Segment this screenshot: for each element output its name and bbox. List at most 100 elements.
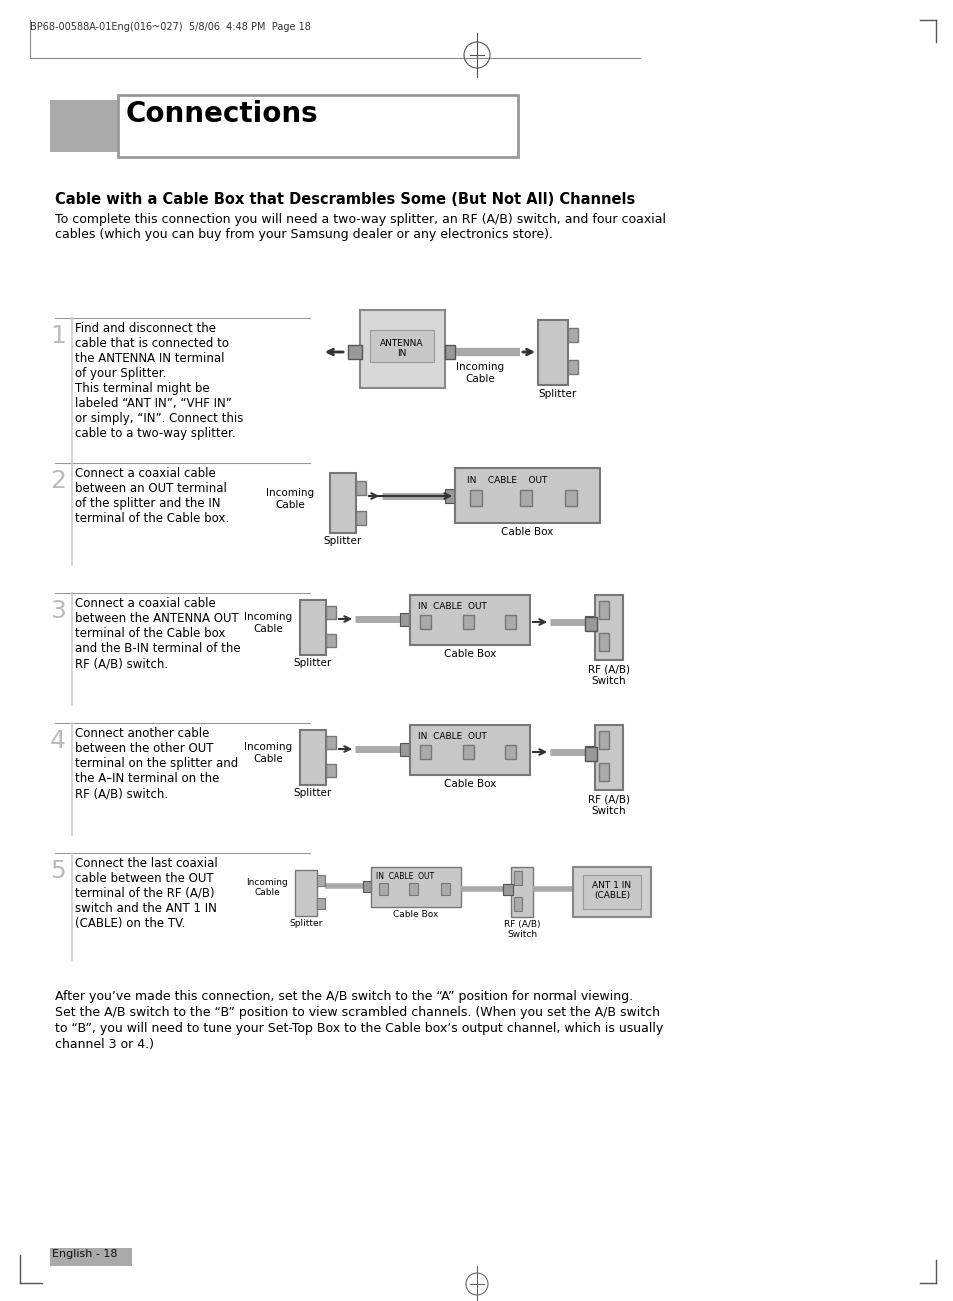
Text: Cable with a Cable Box that Descrambles Some (But Not All) Channels: Cable with a Cable Box that Descrambles …	[55, 193, 635, 207]
Bar	[595, 725, 622, 790]
Text: Find and disconnect the
cable that is connected to
the ANTENNA IN terminal
of yo: Find and disconnect the cable that is co…	[75, 323, 243, 440]
Bar	[573, 866, 650, 917]
Text: Set the A/B switch to the “B” position to view scrambled channels. (When you set: Set the A/B switch to the “B” position t…	[55, 1006, 659, 1019]
Bar	[537, 320, 567, 385]
Text: cables (which you can buy from your Samsung dealer or any electronics store).: cables (which you can buy from your Sams…	[55, 228, 553, 241]
Text: To complete this connection you will need a two-way splitter, an RF (A/B) switch: To complete this connection you will nee…	[55, 213, 665, 226]
Bar	[409, 883, 417, 895]
Bar	[419, 615, 431, 628]
Bar	[410, 725, 530, 775]
Bar	[444, 489, 455, 503]
Text: Connect a coaxial cable
between the ANTENNA OUT
terminal of the Cable box
and th: Connect a coaxial cable between the ANTE…	[75, 597, 240, 670]
Bar	[514, 896, 521, 911]
Bar	[326, 764, 335, 777]
Bar	[598, 634, 608, 650]
Text: 4: 4	[50, 729, 66, 753]
Bar	[567, 360, 578, 373]
Text: ANTENNA
IN: ANTENNA IN	[380, 340, 423, 358]
Bar	[584, 617, 597, 631]
Bar	[514, 870, 521, 885]
Text: IN  CABLE  OUT: IN CABLE OUT	[417, 732, 486, 742]
Bar	[598, 731, 608, 749]
Bar	[399, 613, 410, 626]
Text: 1: 1	[51, 324, 66, 347]
Bar	[582, 876, 640, 909]
Bar	[455, 468, 599, 523]
Text: IN  CABLE  OUT: IN CABLE OUT	[417, 602, 486, 611]
Bar	[363, 881, 371, 892]
Text: Incoming
Cable: Incoming Cable	[456, 362, 503, 384]
Text: RF (A/B)
Switch: RF (A/B) Switch	[587, 664, 629, 686]
Bar	[50, 1248, 132, 1266]
Text: IN    CABLE    OUT: IN CABLE OUT	[467, 476, 547, 485]
Bar	[326, 736, 335, 749]
Text: 3: 3	[51, 598, 66, 623]
Bar	[444, 345, 455, 359]
Text: Splitter: Splitter	[294, 788, 332, 798]
Text: Cable Box: Cable Box	[443, 779, 496, 788]
Text: channel 3 or 4.): channel 3 or 4.)	[55, 1038, 153, 1051]
Bar	[567, 328, 578, 342]
Text: Incoming
Cable: Incoming Cable	[246, 878, 288, 898]
Bar	[462, 615, 474, 628]
Text: Incoming
Cable: Incoming Cable	[244, 611, 292, 634]
Text: Splitter: Splitter	[294, 658, 332, 667]
Bar	[50, 100, 168, 152]
Text: Connections: Connections	[126, 100, 318, 127]
Text: 5: 5	[51, 859, 66, 883]
Bar	[118, 95, 517, 157]
Text: IN  CABLE  OUT: IN CABLE OUT	[375, 872, 434, 881]
Bar	[519, 490, 532, 506]
Bar	[371, 866, 460, 907]
Bar	[326, 606, 335, 619]
Bar	[316, 876, 325, 886]
Text: Splitter: Splitter	[289, 919, 322, 928]
Text: After you’ve made this connection, set the A/B switch to the “A” position for no: After you’ve made this connection, set t…	[55, 990, 633, 1003]
Bar	[355, 481, 366, 494]
Bar	[511, 866, 533, 917]
Bar	[502, 883, 513, 895]
Text: Connect another cable
between the other OUT
terminal on the splitter and
the A–I: Connect another cable between the other …	[75, 727, 238, 800]
Bar	[355, 511, 366, 526]
Bar	[410, 595, 530, 645]
Bar	[299, 600, 326, 654]
Bar	[378, 883, 388, 895]
Text: to “B”, you will need to tune your Set-Top Box to the Cable box’s output channel: to “B”, you will need to tune your Set-T…	[55, 1023, 662, 1036]
Bar	[584, 615, 595, 628]
Bar	[359, 310, 444, 388]
Bar	[584, 747, 597, 761]
Text: Connect the last coaxial
cable between the OUT
terminal of the RF (A/B)
switch a: Connect the last coaxial cable between t…	[75, 857, 217, 930]
Text: 2: 2	[50, 468, 66, 493]
Bar	[316, 898, 325, 909]
Bar	[598, 762, 608, 781]
Text: Cable Box: Cable Box	[443, 649, 496, 660]
Bar	[470, 490, 481, 506]
Text: Splitter: Splitter	[323, 536, 362, 546]
Text: English - 18: English - 18	[52, 1249, 117, 1259]
Text: Incoming
Cable: Incoming Cable	[244, 742, 292, 764]
Bar	[348, 345, 361, 359]
Bar	[440, 883, 450, 895]
Bar	[504, 745, 516, 758]
Bar	[504, 615, 516, 628]
Text: Incoming
Cable: Incoming Cable	[266, 488, 314, 510]
Text: Connect a coaxial cable
between an OUT terminal
of the splitter and the IN
termi: Connect a coaxial cable between an OUT t…	[75, 467, 229, 526]
Bar	[598, 601, 608, 619]
Text: BP68-00588A-01Eng(016~027)  5/8/06  4:48 PM  Page 18: BP68-00588A-01Eng(016~027) 5/8/06 4:48 P…	[30, 22, 311, 33]
Text: RF (A/B)
Switch: RF (A/B) Switch	[503, 920, 539, 939]
Bar	[330, 474, 355, 533]
Bar	[299, 730, 326, 785]
Bar	[595, 595, 622, 660]
Text: Cable Box: Cable Box	[500, 527, 553, 537]
Text: RF (A/B)
Switch: RF (A/B) Switch	[587, 794, 629, 816]
Bar	[419, 745, 431, 758]
Bar	[502, 883, 511, 895]
Bar	[370, 330, 434, 362]
Bar	[564, 490, 577, 506]
Bar	[399, 743, 410, 756]
Bar	[584, 745, 595, 758]
Bar	[294, 870, 316, 916]
Bar	[462, 745, 474, 758]
Text: ANT 1 IN
(CABLE): ANT 1 IN (CABLE)	[592, 881, 631, 900]
Bar	[326, 634, 335, 647]
